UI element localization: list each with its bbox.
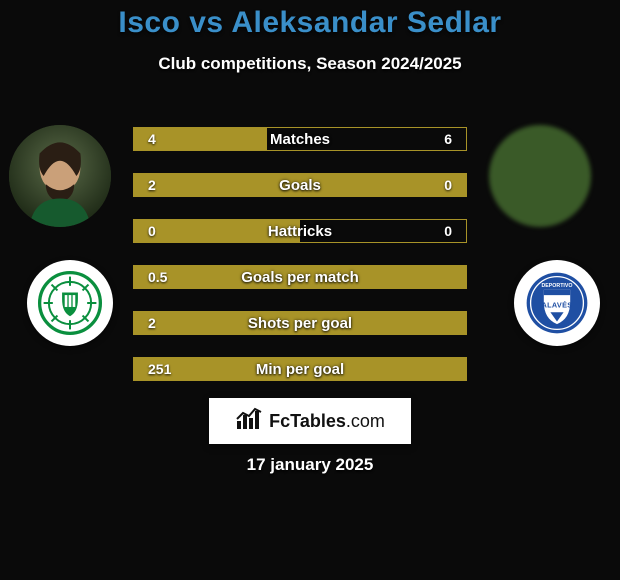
bar-value-right: 0 <box>444 220 452 242</box>
bar-left-fill <box>134 266 466 288</box>
player-right-avatar <box>489 125 591 227</box>
bar-row: Goals20 <box>133 173 467 197</box>
bar-left-fill <box>134 174 466 196</box>
bar-row: Shots per goal2 <box>133 311 467 335</box>
comparison-card: Isco vs Aleksandar Sedlar Club competiti… <box>0 0 620 580</box>
brand-box: FcTables.com <box>209 398 411 444</box>
bar-left-fill <box>134 358 466 380</box>
svg-text:ALAVÉS: ALAVÉS <box>542 301 573 310</box>
brand-main: Tables <box>290 411 346 431</box>
club-left-badge <box>27 260 113 346</box>
bar-value-right: 6 <box>444 128 452 150</box>
page-subtitle: Club competitions, Season 2024/2025 <box>0 54 620 74</box>
footer-date: 17 january 2025 <box>0 455 620 475</box>
bar-value-left: 0 <box>148 220 156 242</box>
bar-row: Matches46 <box>133 127 467 151</box>
comparison-bars: Matches46Goals20Hattricks00Goals per mat… <box>133 127 467 403</box>
club-right-badge: DEPORTIVO ALAVÉS <box>514 260 600 346</box>
bar-value-left: 251 <box>148 358 171 380</box>
bar-value-right: 0 <box>444 174 452 196</box>
bar-row: Min per goal251 <box>133 357 467 381</box>
bar-value-left: 2 <box>148 312 156 334</box>
bar-value-left: 0.5 <box>148 266 167 288</box>
page-title: Isco vs Aleksandar Sedlar <box>0 6 620 40</box>
bar-value-left: 4 <box>148 128 156 150</box>
player-left-avatar <box>9 125 111 227</box>
bar-row: Goals per match0.5 <box>133 265 467 289</box>
svg-text:DEPORTIVO: DEPORTIVO <box>541 283 572 289</box>
bar-left-fill <box>134 220 300 242</box>
brand-suffix: .com <box>346 411 385 431</box>
brand-text: FcTables.com <box>269 411 385 432</box>
bar-left-fill <box>134 312 466 334</box>
brand-prefix: Fc <box>269 411 290 431</box>
bar-value-left: 2 <box>148 174 156 196</box>
bar-row: Hattricks00 <box>133 219 467 243</box>
brand-icon <box>235 405 263 438</box>
